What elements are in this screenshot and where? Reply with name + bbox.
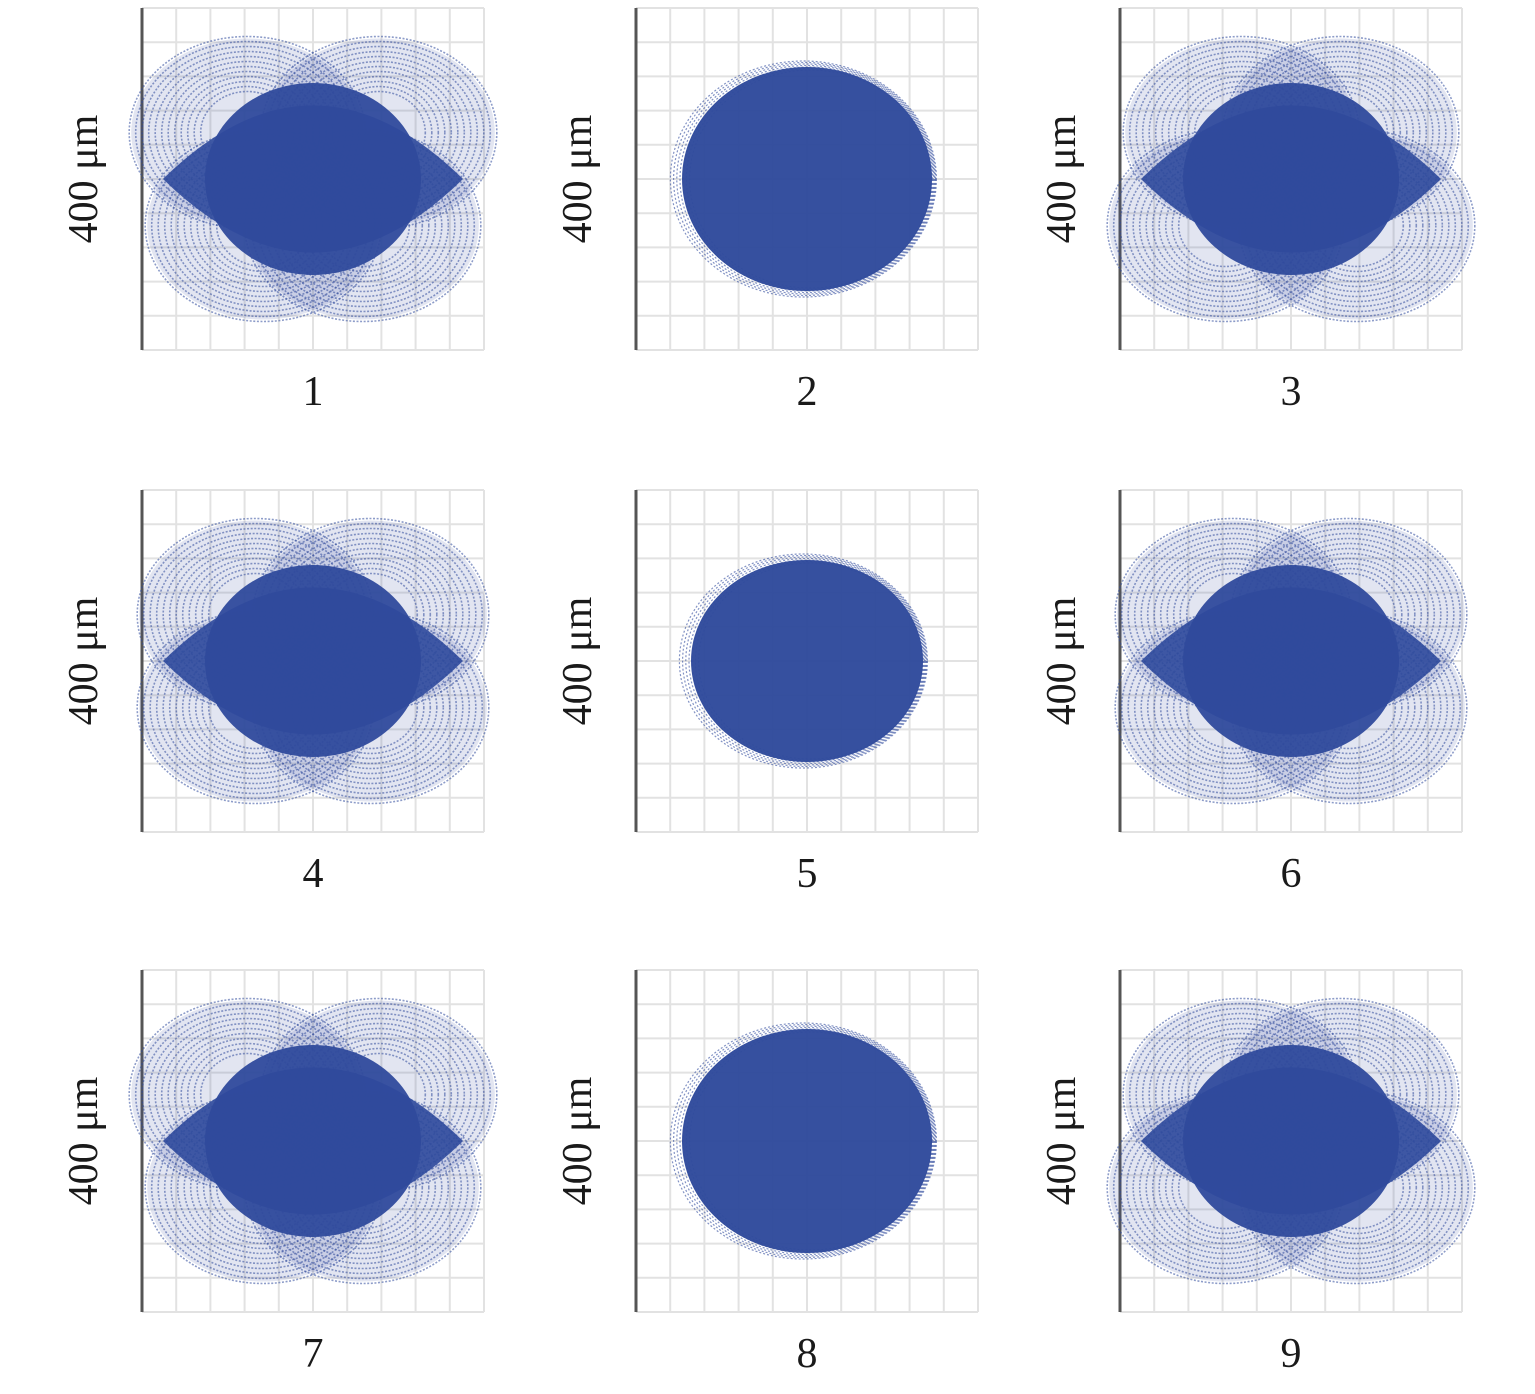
spot-core-center <box>205 1045 421 1237</box>
scale-label: 400 μm <box>61 1076 107 1205</box>
scale-label: 400 μm <box>61 596 107 725</box>
panel-5: 400 μm 5 <box>555 489 979 897</box>
spot-pattern <box>669 60 938 298</box>
spot-core-center <box>1183 1045 1399 1237</box>
spot-pattern <box>128 35 498 323</box>
panel-label: 5 <box>797 851 818 897</box>
panel-7: 400 μm 7 <box>61 969 498 1377</box>
panel-9: 400 μm 9 <box>1039 969 1476 1377</box>
spot-pattern <box>669 1022 938 1260</box>
scale-label: 400 μm <box>555 114 601 243</box>
panel-label: 4 <box>303 851 324 897</box>
panel-8: 400 μm 8 <box>555 969 979 1377</box>
panel-label: 9 <box>1281 1331 1302 1377</box>
scale-label: 400 μm <box>1039 114 1085 243</box>
panel-1: 400 μm 1 <box>61 7 498 415</box>
spot-core <box>691 560 923 762</box>
spot-ring <box>669 1022 938 1260</box>
spot-ring <box>694 560 925 762</box>
spot-ring <box>676 1025 936 1257</box>
spot-core-center <box>205 565 421 757</box>
spot-core-center <box>205 83 421 275</box>
panel-label: 1 <box>303 369 324 415</box>
spot-pattern <box>128 997 498 1285</box>
spot-core <box>682 67 932 291</box>
panel-3: 400 μm 3 <box>1039 7 1476 415</box>
spot-pattern <box>1106 35 1476 323</box>
scale-label: 400 μm <box>555 1076 601 1205</box>
panel-6: 400 μm 6 <box>1039 489 1468 897</box>
panel-4: 400 μm 4 <box>61 489 490 897</box>
spot-ring <box>688 557 926 765</box>
spot-ring <box>685 556 927 766</box>
spot-ring <box>672 61 937 297</box>
spot-ring <box>678 553 929 769</box>
spot-pattern <box>1106 997 1476 1285</box>
spot-ring <box>669 60 938 298</box>
spot-core-center <box>1183 565 1399 757</box>
panel-label: 7 <box>303 1331 324 1377</box>
spot-pattern <box>678 553 929 769</box>
spot-ring <box>676 63 936 295</box>
spot-ring <box>679 64 935 294</box>
spot-ring <box>672 1023 937 1259</box>
panel-label: 6 <box>1281 851 1302 897</box>
panel-label: 3 <box>1281 369 1302 415</box>
spot-ring <box>685 67 934 291</box>
panel-2: 400 μm 2 <box>555 7 979 415</box>
scale-label: 400 μm <box>555 596 601 725</box>
spot-core <box>682 1029 932 1253</box>
scale-label: 400 μm <box>61 114 107 243</box>
scale-label: 400 μm <box>1039 596 1085 725</box>
spot-pattern <box>1114 517 1468 805</box>
spot-pattern <box>136 517 490 805</box>
spot-ring <box>685 1029 934 1253</box>
spot-ring <box>679 1026 935 1256</box>
scale-label: 400 μm <box>1039 1076 1085 1205</box>
panel-label: 2 <box>797 369 818 415</box>
spot-core-center <box>1183 83 1399 275</box>
panel-label: 8 <box>797 1331 818 1377</box>
spot-ring <box>681 554 928 768</box>
